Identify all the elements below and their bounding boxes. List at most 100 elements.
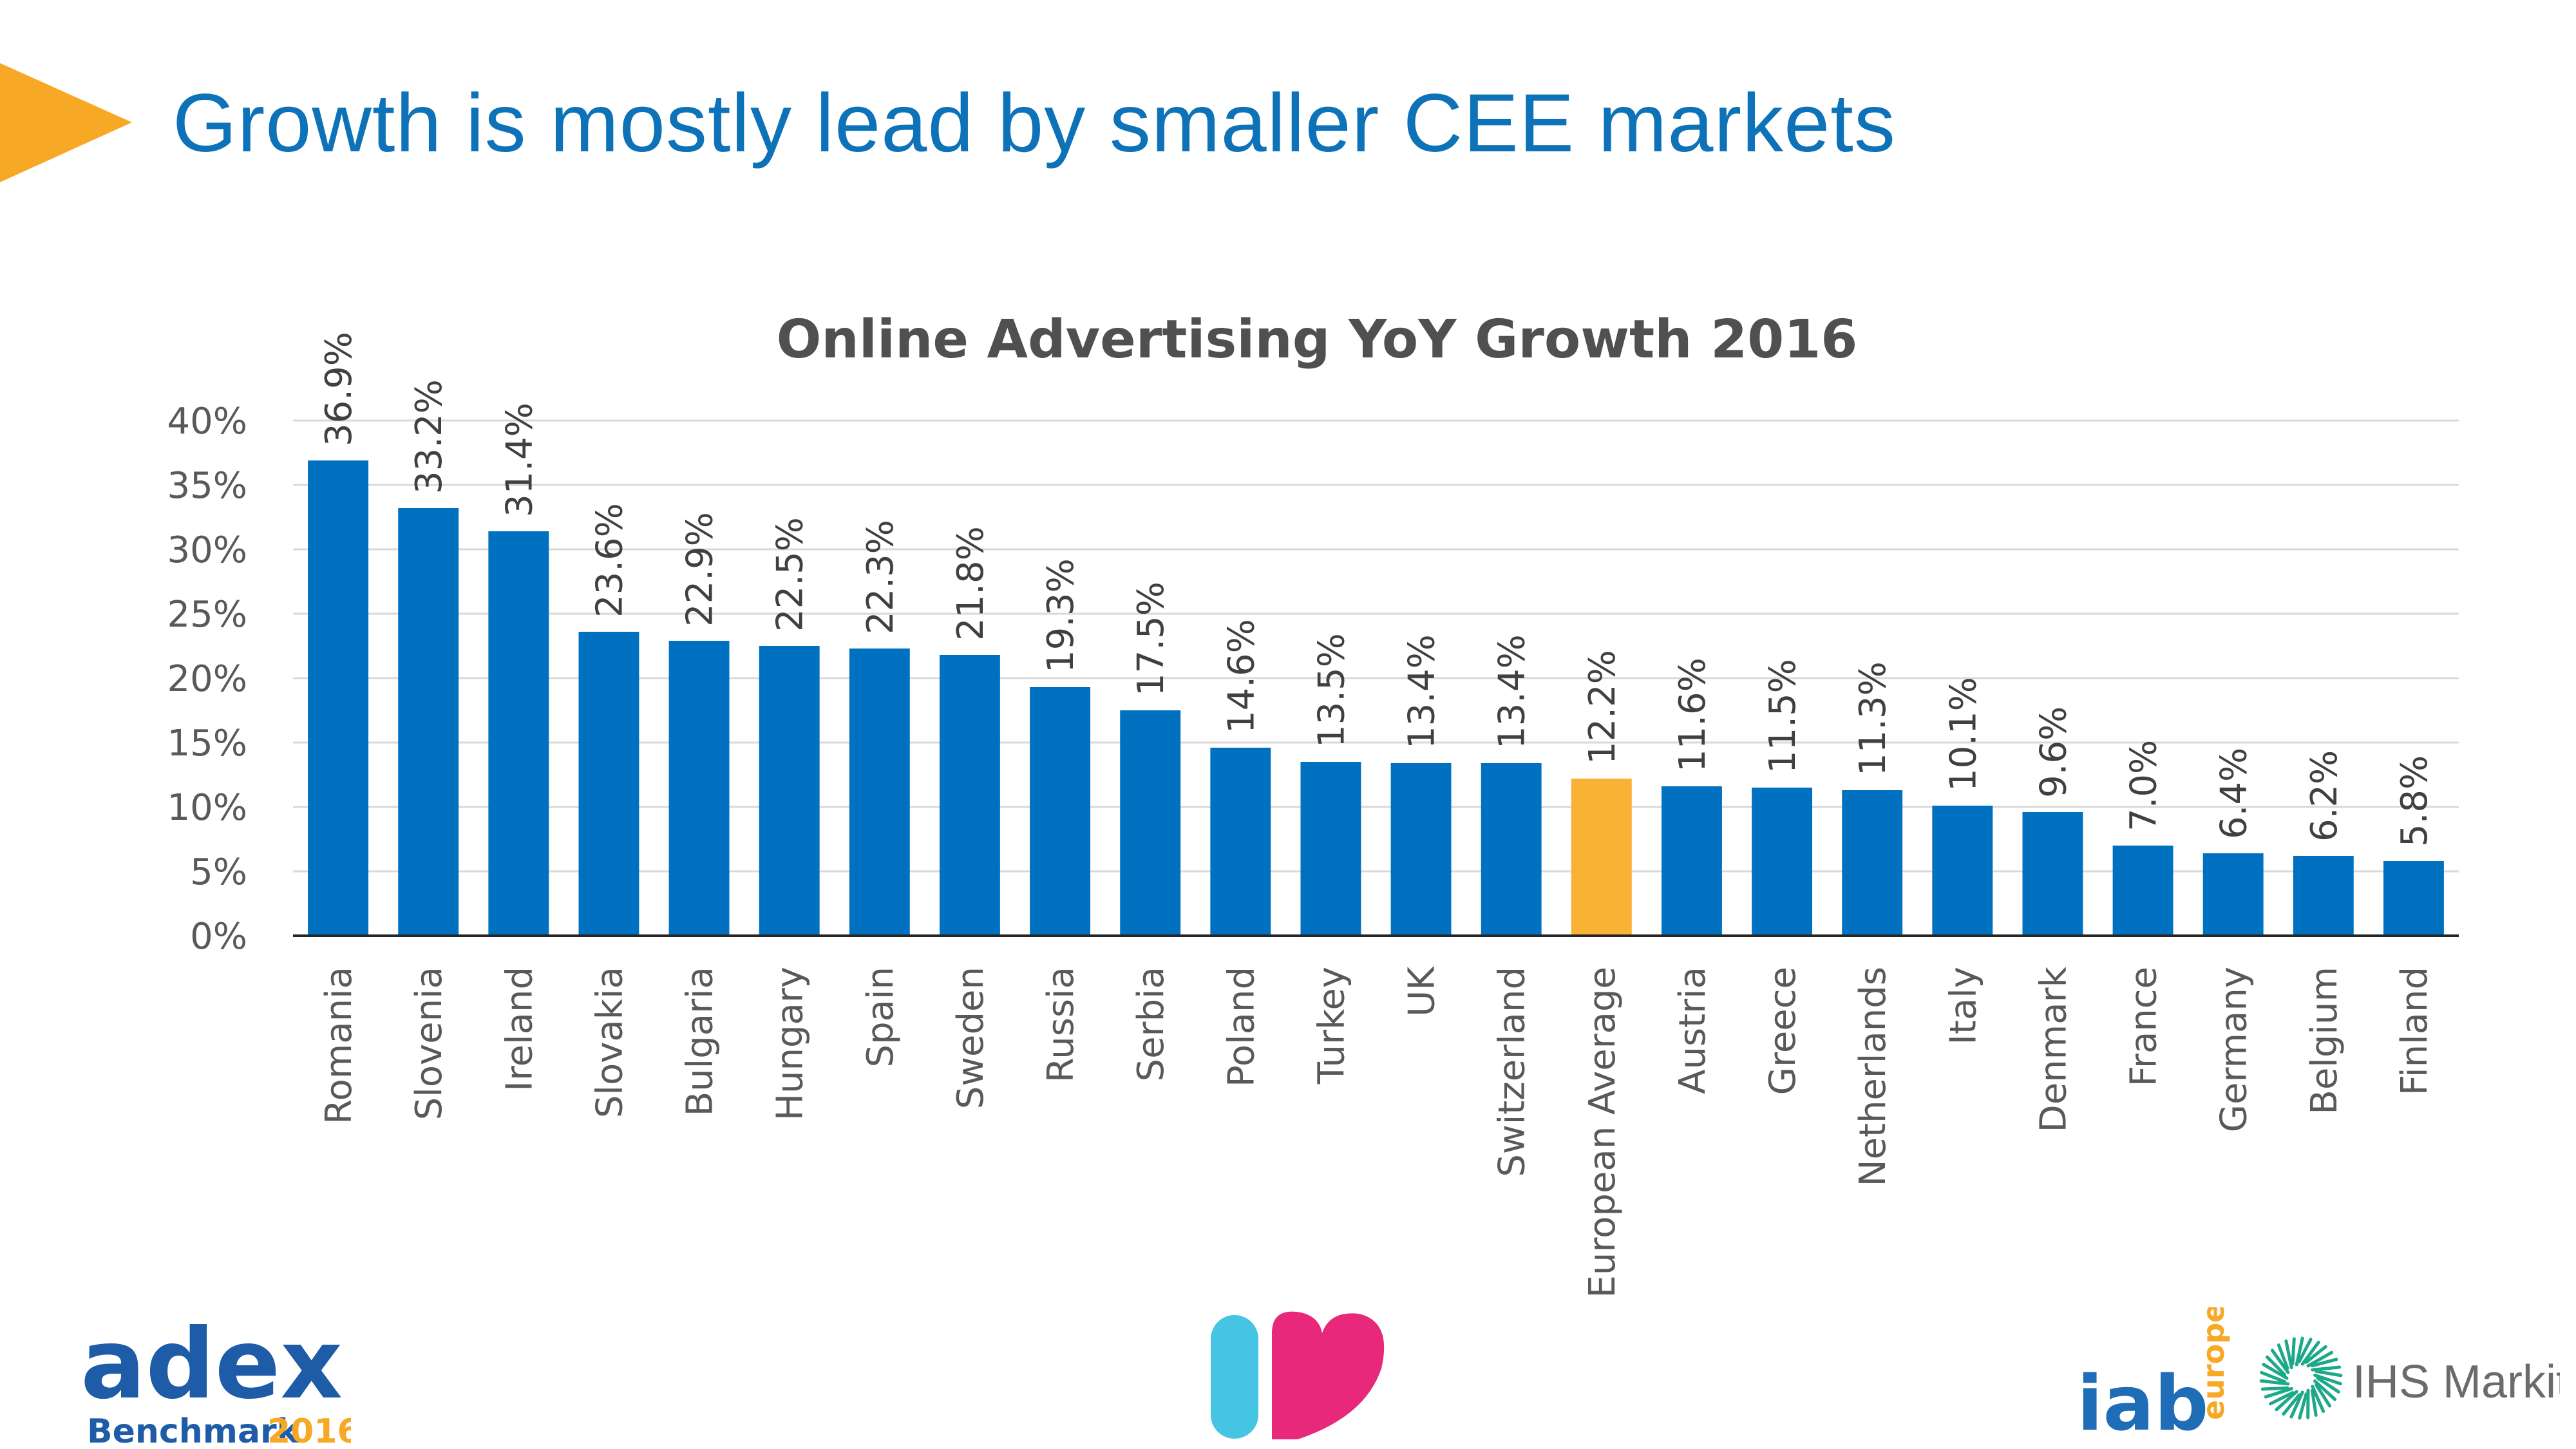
x-tick-label: France	[2123, 967, 2165, 1086]
bar-denmark	[2022, 812, 2083, 936]
x-axis: Romania Slovenia Ireland Slovakia Bulgaria Hu…	[293, 934, 2459, 1298]
x-tick-label: UK	[1401, 966, 1443, 1017]
data-label: 10.1%	[1942, 677, 1984, 791]
data-label: 36.9%	[318, 332, 360, 446]
adex-benchmark-text: Benchmark	[87, 1412, 300, 1449]
heart-logo	[1211, 1311, 1385, 1439]
x-tick-label: European Average	[1582, 967, 1624, 1298]
ihs-burst-icon	[2259, 1336, 2343, 1420]
y-tick-label: 35%	[167, 465, 247, 507]
x-tick-label: Hungary	[770, 967, 811, 1121]
bar-turkey	[1300, 762, 1361, 936]
data-label: 14.6%	[1220, 619, 1262, 734]
title-arrow-icon	[0, 63, 132, 182]
x-tick-label: Spain	[860, 967, 902, 1067]
data-label: 13.4%	[1401, 634, 1443, 749]
x-tick-label: Romania	[318, 967, 360, 1124]
x-tick-label: Sweden	[950, 967, 992, 1109]
bar-russia	[1030, 687, 1091, 936]
chart-bars	[308, 460, 2444, 936]
iab-europe-text: europe	[2196, 1307, 2231, 1420]
bar-serbia	[1120, 710, 1181, 936]
y-tick-label: 15%	[167, 723, 247, 764]
data-label: 22.9%	[679, 512, 721, 627]
bar-romania	[308, 460, 369, 936]
data-label: 11.5%	[1762, 659, 1804, 773]
bar-france	[2112, 846, 2174, 936]
adex-word: adex	[80, 1309, 343, 1421]
x-tick-label: Netherlands	[1852, 967, 1894, 1186]
x-tick-label: Slovenia	[408, 967, 450, 1120]
x-tick-label: Slovakia	[589, 967, 630, 1118]
data-label: 6.4%	[2213, 748, 2255, 839]
bar-sweden	[939, 655, 1000, 936]
bar-ireland	[488, 531, 549, 936]
slide-title: Growth is mostly lead by smaller CEE mar…	[173, 77, 1896, 169]
data-label: 12.2%	[1582, 650, 1624, 764]
data-label: 5.8%	[2394, 755, 2436, 847]
data-label: 23.6%	[589, 503, 630, 618]
x-tick-label: Poland	[1220, 967, 1262, 1087]
chart-gridlines	[293, 419, 2459, 873]
bar-poland	[1210, 748, 1271, 936]
bar-netherlands	[1842, 790, 1903, 936]
data-label: 11.6%	[1672, 658, 1714, 772]
iab-word: iab	[2077, 1359, 2209, 1443]
data-label: 19.3%	[1040, 558, 1082, 673]
data-label: 31.4%	[498, 402, 540, 517]
bar-switzerland	[1481, 763, 1542, 936]
data-label: 22.5%	[770, 517, 811, 632]
bar-slovakia	[578, 632, 639, 936]
y-tick-label: 10%	[167, 787, 247, 829]
y-tick-label: 0%	[190, 916, 247, 958]
data-label: 6.2%	[2304, 750, 2345, 842]
data-label: 22.3%	[860, 520, 902, 634]
bar-belgium	[2293, 856, 2354, 936]
bar-bulgaria	[668, 641, 730, 936]
bar-slovenia	[398, 508, 459, 936]
x-tick-label: Bulgaria	[679, 967, 721, 1116]
data-label: 13.4%	[1492, 634, 1533, 749]
y-tick-label: 25%	[167, 594, 247, 636]
data-label: 9.6%	[2032, 706, 2074, 798]
x-tick-label: Finland	[2394, 967, 2436, 1095]
data-label: 21.8%	[950, 526, 992, 641]
bar-italy	[1932, 806, 1993, 936]
bar-finland	[2383, 861, 2444, 936]
bar-european-average	[1571, 779, 1632, 936]
y-tick-label: 5%	[190, 851, 247, 893]
x-tick-label: Germany	[2213, 967, 2255, 1132]
bar-austria	[1661, 786, 1722, 936]
ihs-markit-logo: IHS Markit	[2259, 1336, 2560, 1420]
x-tick-label: Denmark	[2032, 966, 2074, 1132]
y-axis: 0% 5% 10% 15% 20% 25% 30% 35% 40%	[167, 401, 247, 958]
bar-germany	[2202, 853, 2264, 936]
x-tick-label: Austria	[1672, 967, 1714, 1094]
adex-benchmark-logo: adex Benchmark 2016	[80, 1309, 351, 1449]
x-tick-label: Ireland	[498, 967, 540, 1092]
x-tick-label: Belgium	[2304, 967, 2345, 1115]
y-tick-label: 30%	[167, 529, 247, 571]
bar-hungary	[759, 646, 820, 936]
y-tick-label: 20%	[167, 658, 247, 700]
x-tick-label: Serbia	[1130, 967, 1172, 1081]
bar-uk	[1390, 763, 1452, 936]
data-label: 17.5%	[1130, 582, 1172, 696]
ihs-markit-text: IHS Markit	[2353, 1356, 2560, 1408]
x-tick-label: Greece	[1762, 967, 1804, 1095]
bar-greece	[1752, 788, 1813, 936]
x-tick-label: Russia	[1040, 967, 1082, 1083]
data-label: 33.2%	[408, 379, 450, 494]
iab-europe-logo: iab europe	[2077, 1307, 2231, 1443]
data-label: 13.5%	[1311, 633, 1352, 748]
x-tick-label: Turkey	[1311, 967, 1352, 1084]
x-tick-label: Switzerland	[1492, 967, 1533, 1177]
bar-spain	[849, 649, 910, 936]
chart-title: Online Advertising YoY Growth 2016	[777, 309, 1858, 370]
y-tick-label: 40%	[167, 401, 247, 442]
adex-year-text: 2016	[267, 1412, 351, 1449]
data-labels: 36.9% 33.2% 31.4% 23.6% 22.9% 22.5% 22.3% 21.8%…	[318, 332, 2436, 847]
data-label: 7.0%	[2123, 740, 2165, 831]
